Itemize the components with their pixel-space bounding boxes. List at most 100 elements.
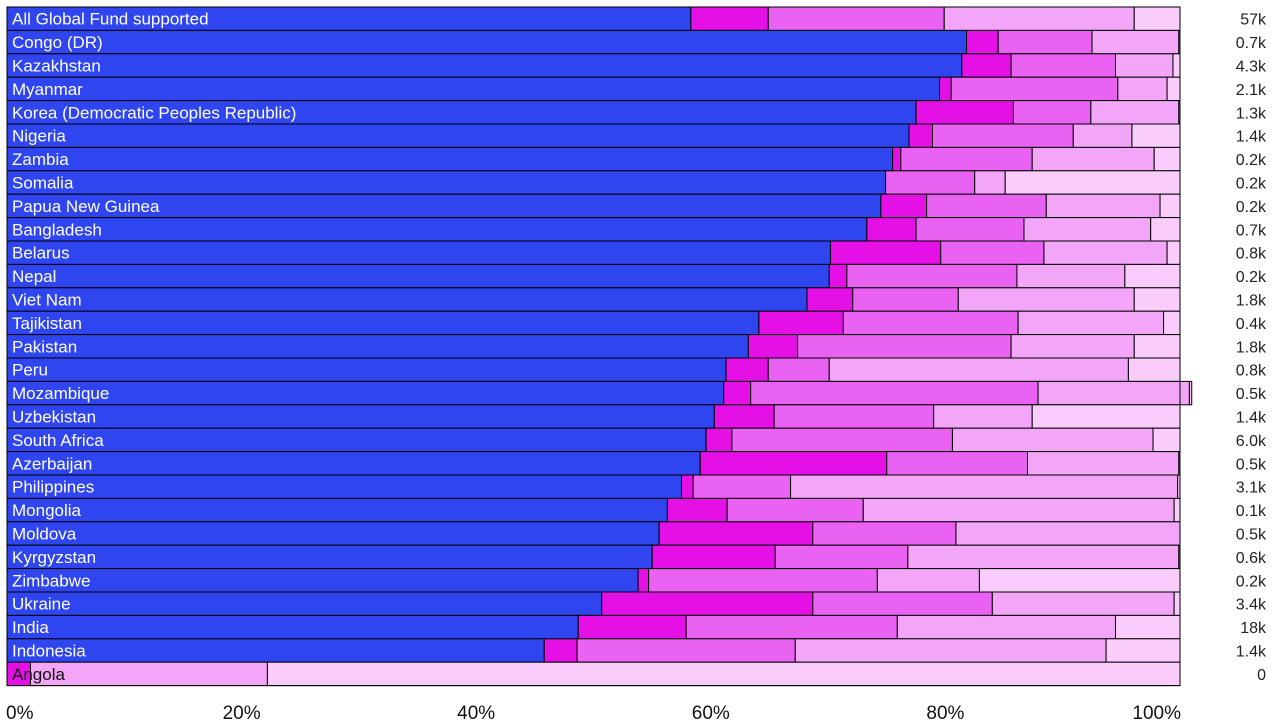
total-label: 0.2k bbox=[1236, 176, 1267, 193]
bar-segment bbox=[880, 193, 928, 219]
bar-segment bbox=[6, 521, 660, 546]
category-label: Papua New Guinea bbox=[12, 197, 160, 216]
bar-segment bbox=[1004, 170, 1181, 195]
total-label: 1.8k bbox=[1236, 339, 1267, 356]
bar-segment bbox=[915, 100, 1014, 125]
bar-segment bbox=[6, 240, 831, 265]
total-label: 0 bbox=[1257, 667, 1266, 684]
bar-segment bbox=[6, 427, 707, 453]
category-label: Peru bbox=[12, 361, 48, 380]
bar-segment bbox=[1163, 310, 1181, 336]
bar-segment bbox=[637, 568, 650, 593]
bar-segment bbox=[690, 6, 769, 31]
bar-segment bbox=[1043, 240, 1168, 265]
bar-segment bbox=[726, 497, 864, 523]
bar-segment bbox=[1027, 451, 1180, 476]
bar-segment bbox=[1133, 334, 1181, 359]
total-label: 0.2k bbox=[1236, 573, 1267, 590]
category-label: Zambia bbox=[12, 150, 69, 169]
total-label: 0.2k bbox=[1236, 152, 1267, 169]
x-tick-label: 0% bbox=[6, 703, 34, 722]
bar-segment bbox=[933, 404, 1033, 429]
category-label: Angola bbox=[12, 665, 65, 684]
bar-segment bbox=[774, 544, 909, 570]
bar-segment bbox=[6, 544, 653, 570]
bar-segment bbox=[6, 357, 727, 382]
bar-segment bbox=[651, 544, 776, 570]
bar-segment bbox=[1172, 53, 1181, 78]
bar-segment bbox=[951, 427, 1154, 453]
x-axis-ticks-group: 0% 20% 40% 60% 80% 100% bbox=[6, 703, 1181, 722]
total-label: 0.4k bbox=[1236, 316, 1267, 333]
bar-segment bbox=[1031, 146, 1155, 172]
bar-segment bbox=[767, 357, 830, 382]
bar-segment bbox=[6, 451, 701, 476]
category-label: All Global Fund supported bbox=[12, 10, 209, 29]
total-label: 4.3k bbox=[1236, 59, 1267, 76]
bar-segment bbox=[978, 568, 1181, 593]
bar-segment bbox=[974, 170, 1006, 195]
total-label: 3.1k bbox=[1236, 480, 1267, 497]
bar-segment bbox=[812, 521, 957, 546]
category-label: Mongolia bbox=[12, 501, 82, 520]
category-label: Viet Nam bbox=[12, 291, 82, 310]
category-label: Bangladesh bbox=[12, 220, 102, 239]
bar-segment bbox=[713, 404, 775, 429]
bar-segment bbox=[1173, 497, 1181, 523]
category-label: Philippines bbox=[12, 478, 94, 497]
bar-segment bbox=[6, 310, 760, 336]
bar-segment bbox=[601, 591, 814, 616]
bar-segment bbox=[747, 334, 799, 359]
bar-segment bbox=[943, 6, 1135, 31]
bar-segment bbox=[876, 568, 980, 593]
category-label: Tajikistan bbox=[12, 314, 82, 333]
total-label: 1.8k bbox=[1236, 293, 1267, 310]
total-label: 0.7k bbox=[1236, 35, 1267, 52]
total-label: 57k bbox=[1240, 12, 1267, 29]
bar-segment bbox=[1023, 217, 1152, 242]
bar-segment bbox=[1131, 123, 1181, 148]
bar-segment bbox=[543, 638, 578, 663]
bar-segment bbox=[6, 614, 579, 640]
bars-group bbox=[6, 6, 1193, 687]
bar-segment bbox=[828, 263, 848, 289]
category-label: Belarus bbox=[12, 244, 70, 263]
category-label: Somalia bbox=[12, 174, 74, 193]
bar-segment bbox=[6, 568, 639, 593]
bar-segment bbox=[6, 263, 830, 289]
bar-segment bbox=[725, 357, 769, 382]
bar-segment bbox=[1091, 29, 1180, 55]
bar-segment bbox=[900, 146, 1033, 172]
bar-segment bbox=[966, 29, 999, 55]
bar-segment bbox=[6, 404, 715, 429]
category-labels-group: All Global Fund supported Congo (DR) Kazak… bbox=[12, 10, 296, 684]
total-label: 18k bbox=[1240, 620, 1267, 637]
bar-segment bbox=[699, 451, 888, 476]
bar-segment bbox=[1090, 100, 1180, 125]
bar-segment bbox=[731, 427, 953, 453]
bar-segment bbox=[266, 661, 1181, 687]
category-label: Nigeria bbox=[12, 127, 66, 146]
total-label: 0.2k bbox=[1236, 269, 1267, 286]
bar-segment bbox=[6, 123, 910, 148]
bar-segment bbox=[692, 474, 792, 499]
bar-segment bbox=[6, 497, 668, 523]
bar-segment bbox=[940, 240, 1045, 265]
bar-segment bbox=[896, 614, 1116, 640]
total-label: 0.7k bbox=[1236, 222, 1267, 239]
bar-segment bbox=[750, 380, 1039, 406]
bar-segment bbox=[6, 146, 894, 172]
bar-segment bbox=[680, 474, 694, 499]
bar-segment bbox=[1010, 334, 1135, 359]
bar-segment bbox=[29, 661, 268, 687]
total-label: 0.2k bbox=[1236, 199, 1267, 216]
bar-segment bbox=[862, 497, 1175, 523]
bar-segment bbox=[932, 123, 1074, 148]
plot-frame bbox=[6, 6, 1181, 687]
bar-segment bbox=[829, 240, 942, 265]
bar-segment bbox=[6, 170, 887, 195]
bar-segment bbox=[1150, 217, 1181, 242]
category-label: South Africa bbox=[12, 431, 104, 450]
bar-segment bbox=[666, 497, 728, 523]
bar-segment bbox=[6, 474, 682, 499]
